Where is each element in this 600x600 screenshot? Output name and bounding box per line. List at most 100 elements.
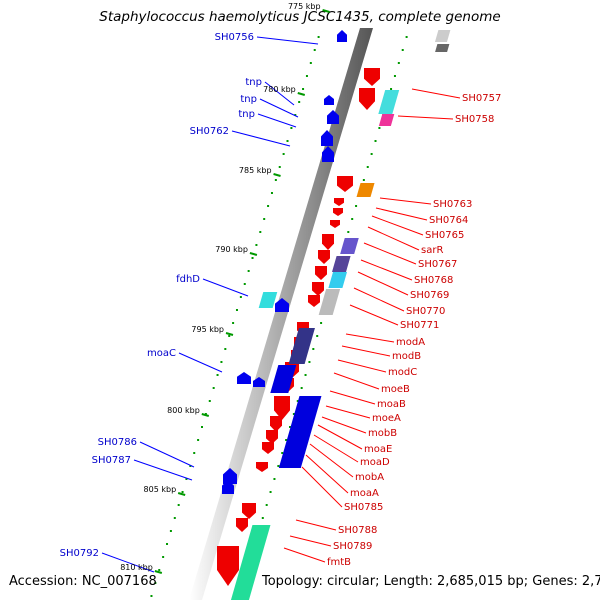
scale-dot [294, 114, 297, 116]
gene-labels: SH0756 tnp tnp tnp SH0762 fdhD moaC SH0786 SH078… [60, 32, 502, 568]
tick-mark [201, 413, 210, 417]
label-line [371, 215, 424, 236]
label-line [317, 424, 363, 450]
gene-label: moaD [360, 457, 390, 468]
scale-dot [312, 348, 315, 350]
gene-label: modA [396, 337, 425, 348]
gene-label: modC [388, 367, 417, 378]
label-line [341, 345, 391, 357]
label-line [309, 443, 354, 478]
label-line [259, 98, 299, 118]
gene-box [435, 44, 450, 52]
label-line [411, 88, 461, 99]
scale-dot [277, 465, 280, 467]
scale-dot [378, 127, 381, 129]
scale-dot [154, 582, 157, 584]
label-line [139, 441, 195, 468]
gene-arrow [334, 198, 344, 206]
gene-label: SH0788 [338, 525, 377, 536]
scale-dot [251, 257, 254, 259]
label-line [325, 405, 371, 419]
label-line [231, 130, 291, 147]
label-line [301, 466, 343, 508]
tick-label: 775 kbp [288, 2, 321, 11]
scale-dot [292, 413, 295, 415]
scale-dot [235, 309, 238, 311]
label-line [367, 226, 420, 251]
gene-label: fmtB [327, 557, 351, 568]
label-line [202, 278, 249, 297]
gene-label: mobB [368, 428, 397, 439]
gene-arrow [275, 298, 289, 312]
label-line [305, 454, 349, 494]
scale-dot [173, 517, 176, 519]
scale-dot [259, 231, 262, 233]
scale-dot [158, 569, 161, 571]
gene-label: SH0771 [400, 320, 439, 331]
gene-label: tnp [240, 94, 257, 105]
scale-dot [189, 465, 192, 467]
scale-dot [370, 153, 373, 155]
scale-dot [300, 387, 303, 389]
gene-box [332, 256, 351, 272]
scale-dot [317, 36, 320, 38]
scale-dot [309, 62, 312, 64]
gene-label: modB [392, 351, 421, 362]
tick-label: 785 kbp [239, 166, 272, 175]
gene-arrow [222, 480, 234, 494]
gene-label: SH0765 [425, 230, 464, 241]
scale-dot [397, 62, 400, 64]
gene-label: SH0768 [414, 275, 453, 286]
scale-dot [351, 218, 354, 220]
gene-box [340, 238, 359, 254]
tick-label: 790 kbp [215, 245, 248, 254]
label-line [345, 333, 395, 343]
gene-arrow [242, 503, 256, 519]
scale-dot [374, 140, 377, 142]
scale-dot [193, 452, 196, 454]
gene-arrow [337, 30, 347, 42]
gene-label: SH0770 [406, 306, 445, 317]
gene-box [378, 90, 400, 114]
gene-arrow [315, 266, 327, 280]
scale-dot [362, 179, 365, 181]
scale-ticks: 775 kbp 780 kbp 785 kbp 790 kbp 795 kbp 800 k… [120, 2, 330, 574]
gene-label: mobA [355, 472, 384, 483]
gene-label: SH0756 [215, 32, 254, 43]
tick-mark [322, 9, 330, 13]
label-line [375, 207, 428, 221]
label-line [363, 242, 417, 265]
gene-label: SH0764 [429, 215, 468, 226]
gene-arrow [324, 95, 334, 105]
gene-label: tnp [245, 77, 262, 88]
scale-dot [304, 374, 307, 376]
gene-arrow [253, 377, 265, 387]
scale-dot [261, 517, 264, 519]
scale-dot [290, 127, 293, 129]
scale-dot [232, 322, 235, 324]
gene-label: SH0785 [344, 502, 383, 513]
scale-dot [366, 166, 369, 168]
scale-dot [347, 231, 350, 233]
gene-arrow [266, 430, 278, 444]
label-line [289, 535, 332, 547]
label-line [349, 304, 399, 326]
scale-dot [150, 595, 153, 597]
scale-dot [390, 88, 393, 90]
scale-dot [302, 88, 305, 90]
scale-dot [393, 75, 396, 77]
gene-label: SH0757 [462, 93, 501, 104]
gene-label: tnp [238, 109, 255, 120]
scale-dot [177, 504, 180, 506]
gene-arrow [237, 372, 251, 384]
gene-arrow [318, 250, 330, 264]
scale-dot [181, 491, 184, 493]
label-line [321, 416, 367, 434]
tick-mark [249, 252, 258, 256]
gene-box [230, 525, 271, 600]
gene-label: SH0763 [433, 199, 472, 210]
gene-label: fdhD [176, 274, 200, 285]
gene-box [356, 183, 375, 197]
gene-label: moaC [147, 348, 176, 359]
